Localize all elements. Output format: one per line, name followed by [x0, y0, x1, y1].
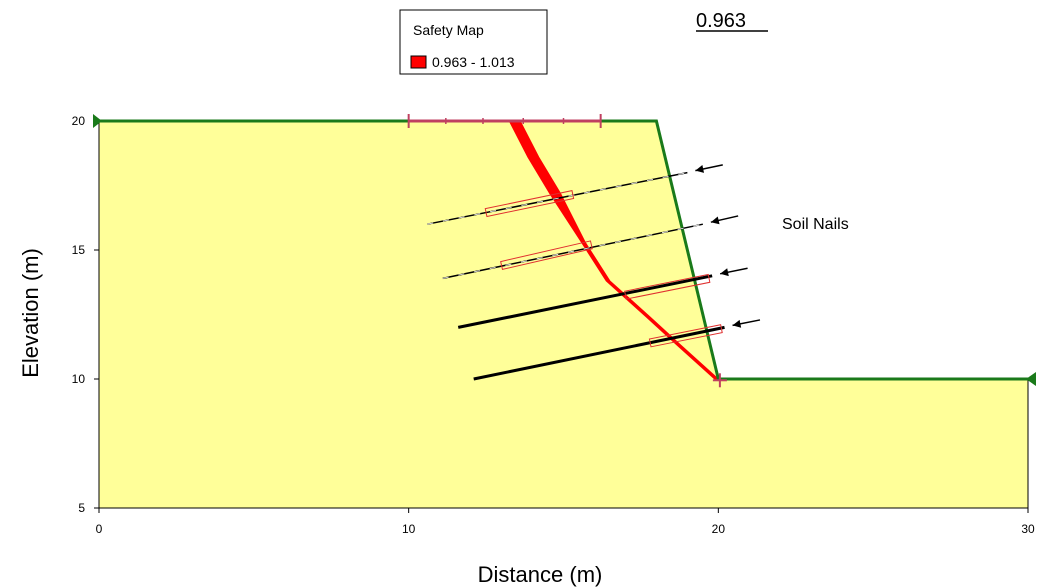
soil-nails-annotation: Soil Nails — [782, 216, 849, 233]
fos-label: 0.963 — [684, 0, 768, 32]
nail-arrow-head — [733, 320, 742, 328]
y-axis-title: Elevation (m) — [18, 248, 43, 378]
nail-arrow-head — [720, 268, 729, 276]
legend-title: Safety Map — [413, 22, 484, 38]
x-tick-label: 30 — [1021, 522, 1035, 536]
legend-entry-label: 0.963 - 1.013 — [432, 54, 515, 70]
y-tick-label: 10 — [72, 372, 86, 386]
x-tick-label: 20 — [712, 522, 726, 536]
factor-of-safety-value: 0.963 — [696, 10, 746, 32]
legend-swatch — [411, 56, 426, 68]
legend: Safety Map 0.963 - 1.013 — [400, 10, 547, 74]
y-tick-label: 5 — [78, 501, 85, 515]
y-tick-label: 15 — [72, 243, 86, 257]
y-tick-label: 20 — [72, 114, 86, 128]
nail-arrow-head — [695, 165, 704, 173]
x-tick-label: 10 — [402, 522, 416, 536]
soil-region — [99, 121, 1028, 508]
x-tick-label: 0 — [96, 522, 103, 536]
x-axis-title: Distance (m) — [478, 562, 603, 587]
nail-arrow-head — [711, 217, 720, 225]
